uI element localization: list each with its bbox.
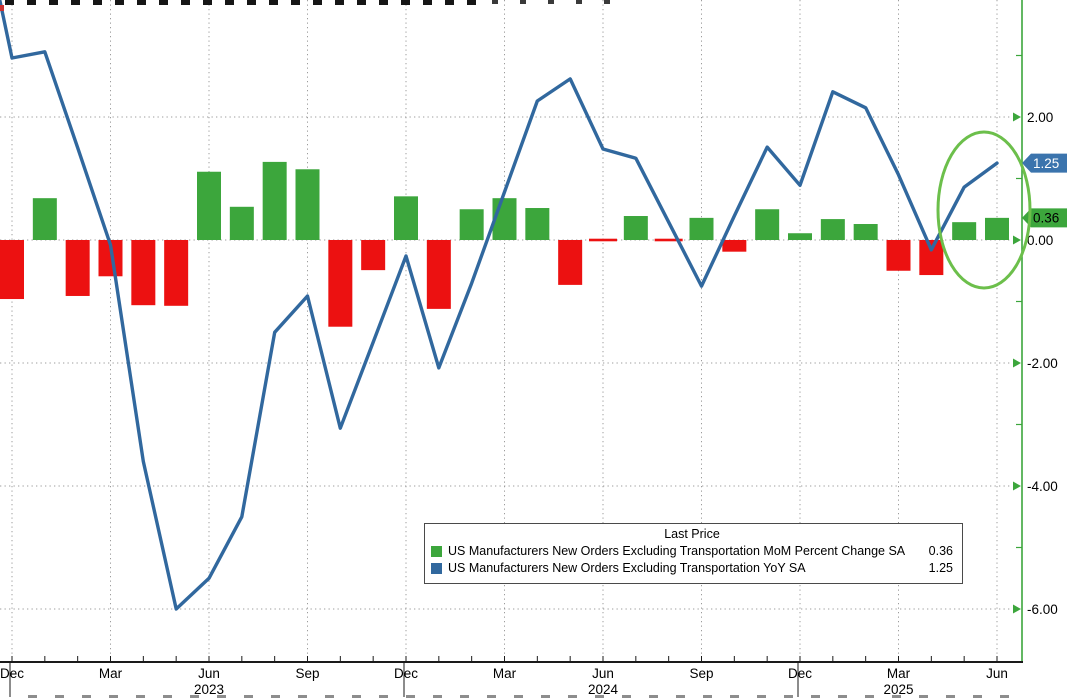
- bar-Aug 2024: [654, 238, 683, 242]
- mom-last-price-badge: 0.36: [1022, 208, 1067, 228]
- legend-label-yoy: US Manufacturers New Orders Excluding Tr…: [448, 561, 806, 575]
- x-year-label: 2023: [194, 682, 224, 697]
- legend-title: Last Price: [664, 527, 720, 541]
- bar-Jan 2023: [32, 198, 57, 240]
- bar-Dec 2022: [0, 240, 24, 300]
- bar-Feb 2024: [459, 209, 484, 240]
- legend-value-yoy: 1.25: [928, 561, 953, 575]
- svg-text:1.25: 1.25: [1033, 156, 1059, 171]
- mom-bars: [0, 161, 1009, 327]
- bar-Apr 2024: [525, 208, 550, 240]
- bar-Jun 2025: [984, 217, 1009, 240]
- mom-series-swatch-icon: [431, 546, 442, 557]
- bar-Nov 2023: [361, 240, 386, 271]
- bar-Dec 2024: [787, 233, 812, 240]
- x-label-Sep: Sep: [689, 666, 713, 681]
- cropped-title-strip: [5, 0, 481, 5]
- x-label-Mar: Mar: [99, 666, 123, 681]
- x-year-label: 2025: [883, 682, 913, 697]
- x-label-Jun: Jun: [592, 666, 614, 681]
- bar-Feb 2025: [853, 224, 878, 240]
- y-tick-label: 2.00: [1027, 110, 1053, 125]
- bar-Jun 2023: [196, 171, 221, 240]
- yoy-line: [0, 0, 999, 611]
- legend-row-yoy: US Manufacturers New Orders Excluding Tr…: [431, 560, 953, 577]
- bar-Dec 2023: [393, 196, 418, 240]
- y-tick-label: -4.00: [1027, 479, 1058, 494]
- right-axis: 2.00 0.00 -2.00 -4.00 -6.00: [1013, 0, 1058, 662]
- bar-Sep 2023: [295, 169, 320, 240]
- legend-row-mom: US Manufacturers New Orders Excluding Tr…: [431, 543, 953, 560]
- y-tick-label: -2.00: [1027, 356, 1058, 371]
- x-label-Mar: Mar: [493, 666, 517, 681]
- x-year-label: 2024: [588, 682, 619, 697]
- x-label-Jun: Jun: [198, 666, 220, 681]
- bar-May 2023: [164, 240, 189, 306]
- bar-Oct 2023: [328, 240, 353, 327]
- y-tick-label: -6.00: [1027, 602, 1058, 617]
- highlight-ellipse: [936, 130, 1032, 290]
- svg-text:0.36: 0.36: [1033, 211, 1059, 226]
- y-tick-label: 0.00: [1027, 233, 1053, 248]
- bar-May 2024: [558, 240, 583, 285]
- yoy-last-price-badge: 1.25: [1022, 153, 1067, 173]
- cropped-title-mark: [0, 5, 4, 11]
- bar-May 2025: [952, 222, 977, 240]
- bar-Jun 2024: [588, 238, 617, 242]
- cropped-footer-strip: [28, 695, 1013, 698]
- bar-Oct 2024: [722, 240, 747, 252]
- bar-Sep 2024: [689, 217, 714, 240]
- bar-Jan 2025: [820, 219, 845, 240]
- x-label-Jun: Jun: [986, 666, 1008, 681]
- x-label-Dec: Dec: [0, 666, 24, 681]
- bar-Apr 2023: [131, 240, 156, 306]
- cropped-title-strip-2: [492, 0, 610, 4]
- legend-value-mom: 0.36: [928, 544, 953, 558]
- bar-Aug 2023: [262, 161, 287, 240]
- legend-box: Last Price US Manufacturers New Orders E…: [424, 523, 963, 584]
- bar-Feb 2023: [65, 240, 90, 296]
- bar-Jul 2023: [229, 206, 254, 240]
- bar-Nov 2024: [755, 209, 780, 240]
- bar-Jul 2024: [623, 216, 648, 240]
- bar-Mar 2025: [886, 240, 911, 271]
- x-label-Sep: Sep: [295, 666, 319, 681]
- x-label-Mar: Mar: [887, 666, 911, 681]
- x-label-Dec: Dec: [394, 666, 418, 681]
- bar-Jan 2024: [426, 240, 451, 309]
- legend-label-mom: US Manufacturers New Orders Excluding Tr…: [448, 544, 906, 558]
- yoy-series-swatch-icon: [431, 563, 442, 574]
- x-label-Dec: Dec: [788, 666, 812, 681]
- bar-Apr 2025: [919, 240, 944, 276]
